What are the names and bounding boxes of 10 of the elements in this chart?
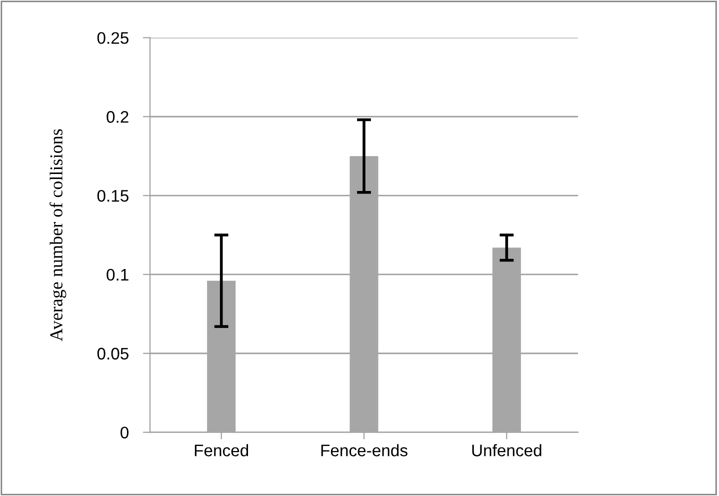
x-tick-label: Fence-ends xyxy=(321,444,408,456)
x-tick-label: Unfenced xyxy=(472,444,542,456)
y-tick-label: 0.2 xyxy=(106,111,128,123)
y-tick-label: 0 xyxy=(120,426,129,439)
y-tick-label: 0.05 xyxy=(97,348,128,360)
y-tick-label: 0.1 xyxy=(106,268,128,281)
y-axis-title: Average number of collisions xyxy=(50,129,66,342)
x-tick-label: Fenced xyxy=(194,444,248,456)
y-tick-label: 0.15 xyxy=(97,190,128,202)
y-tick-label: 0.25 xyxy=(97,32,128,44)
